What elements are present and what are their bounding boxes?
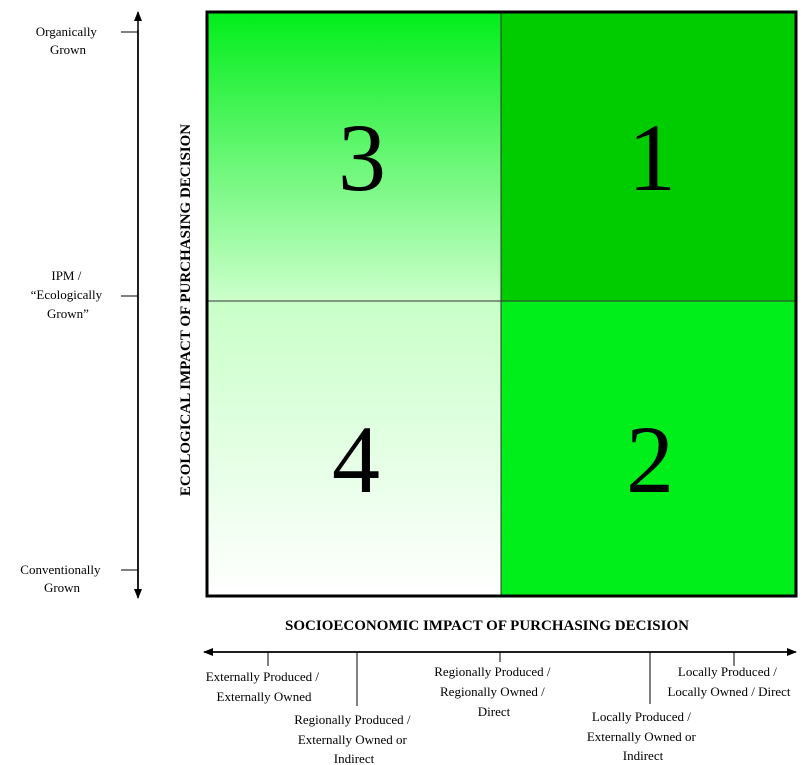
quadrant-3-fill bbox=[207, 12, 501, 301]
matrix-border bbox=[205, 10, 798, 598]
y-label-ipm: IPM / “Ecologically Grown” bbox=[31, 268, 106, 321]
quadrant-3-number: 3 bbox=[338, 104, 386, 211]
y-axis-title: ECOLOGICAL IMPACT OF PURCHASING DECISION bbox=[178, 124, 194, 496]
quadrant-1-fill bbox=[501, 12, 796, 301]
y-label-organically-grown: Organically Grown bbox=[36, 24, 100, 57]
x-label-regionally-produced-direct: Regionally Produced / Regionally Owned /… bbox=[434, 664, 554, 719]
x-label-locally-produced-external: Locally Produced / Externally Owned or I… bbox=[587, 709, 699, 763]
quadrant-4-fill bbox=[207, 301, 501, 596]
quadrant-2-fill bbox=[501, 301, 796, 596]
x-axis-title: SOCIOECONOMIC IMPACT OF PURCHASING DECIS… bbox=[285, 618, 689, 634]
y-label-conventionally-grown: Conventionally Grown bbox=[20, 562, 103, 595]
quadrant-2-number: 2 bbox=[626, 406, 674, 513]
x-label-externally-produced: Externally Produced / Externally Owned bbox=[206, 669, 323, 704]
x-label-regionally-produced-external: Regionally Produced / Externally Owned o… bbox=[294, 712, 414, 765]
x-label-locally-produced-direct: Locally Produced / Locally Owned / Direc… bbox=[667, 664, 790, 699]
quadrant-4-number: 4 bbox=[332, 406, 380, 513]
quadrant-1-number: 1 bbox=[628, 104, 676, 211]
